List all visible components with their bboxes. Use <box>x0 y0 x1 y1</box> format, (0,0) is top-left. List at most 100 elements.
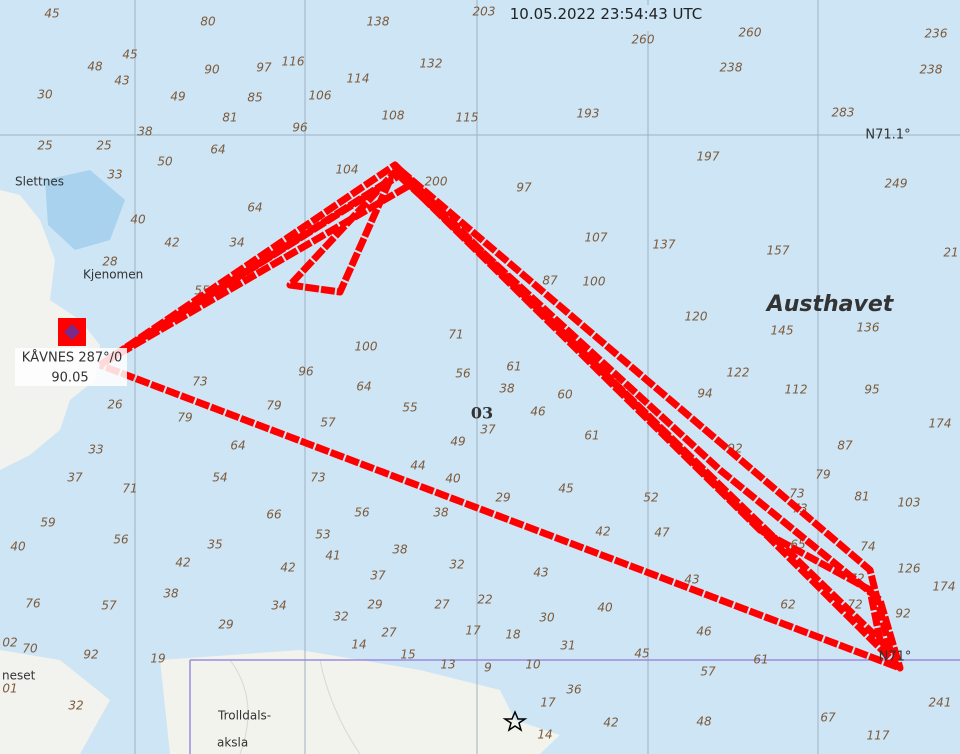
depth-sounding: 108 <box>382 109 405 123</box>
depth-sounding: 40 <box>10 540 26 554</box>
depth-sounding: 59 <box>40 516 55 530</box>
depth-sounding: 174 <box>929 417 952 431</box>
depth-sounding: 115 <box>456 111 479 125</box>
depth-sounding: 138 <box>367 15 390 29</box>
depth-sounding: 70 <box>22 642 38 656</box>
lake <box>45 170 125 250</box>
depth-sounding: 100 <box>355 340 378 354</box>
depth-sounding: 37 <box>480 423 496 437</box>
depth-sounding: 42 <box>164 236 179 250</box>
depth-sounding: 249 <box>885 177 908 191</box>
place-label: neset <box>2 669 36 683</box>
depth-sounding: 43 <box>533 566 548 580</box>
depth-sounding: 120 <box>685 310 708 324</box>
land-south <box>160 650 560 754</box>
depth-sounding: 14 <box>537 728 552 742</box>
depth-sounding: 19 <box>150 652 165 666</box>
grid-label: 03 <box>471 404 493 423</box>
depth-sounding: 137 <box>653 238 676 252</box>
depth-sounding: 29 <box>495 491 510 505</box>
timestamp-bg <box>498 5 718 31</box>
depth-sounding: 95 <box>864 383 879 397</box>
depth-sounding: 43 <box>684 573 699 587</box>
depth-sounding: 28 <box>102 255 118 269</box>
land-west <box>0 190 100 470</box>
depth-sounding: 25 <box>37 139 52 153</box>
depth-sounding: 14 <box>351 638 366 652</box>
depth-sounding: 106 <box>309 89 332 103</box>
depth-sounding: 40 <box>597 601 613 615</box>
depth-sounding: 76 <box>25 597 41 611</box>
vessel-value: 90.05 <box>51 371 88 386</box>
depth-sounding: 55 <box>402 401 417 415</box>
vessel-label-bg <box>15 348 127 386</box>
depth-sounding: 71 <box>122 482 137 496</box>
depth-sounding: 40 <box>130 213 146 227</box>
depth-sounding: 61 <box>506 360 521 374</box>
depth-sounding: 48 <box>87 60 103 74</box>
depth-sounding: 37 <box>67 471 83 485</box>
depth-sounding: 32 <box>449 558 464 572</box>
depth-sounding: 52 <box>643 491 658 505</box>
depth-sounding: 96 <box>298 365 314 379</box>
depth-sounding: 29 <box>218 618 233 632</box>
depth-sounding: 71 <box>448 328 463 342</box>
depth-sounding: 62 <box>780 598 795 612</box>
depth-sounding: 18 <box>505 628 521 642</box>
depth-sounding: 21 <box>943 246 958 260</box>
depth-sounding: 157 <box>767 244 790 258</box>
contour <box>229 659 361 754</box>
depth-sounding: 79 <box>177 411 192 425</box>
latitude-label: N71° <box>879 650 912 665</box>
depth-sounding: 73 <box>192 375 207 389</box>
depth-sounding: 197 <box>697 150 720 164</box>
depth-sounding: 27 <box>434 598 450 612</box>
depth-sounding: 64 <box>356 380 371 394</box>
depth-sounding: 145 <box>771 324 794 338</box>
depth-sounding: 26 <box>107 398 123 412</box>
depth-sounding: 64 <box>230 439 245 453</box>
depth-sounding: 42 <box>603 716 618 730</box>
depth-sounding: 174 <box>933 580 956 594</box>
depth-sounding: 49 <box>450 435 465 449</box>
depth-sounding: 56 <box>113 533 129 547</box>
depth-sounding: 13 <box>440 658 455 672</box>
depth-sounding: 112 <box>785 383 808 397</box>
depth-sounding: 57 <box>700 665 716 679</box>
timestamp: 10.05.2022 23:54:43 UTC <box>510 5 703 23</box>
depth-sounding: 94 <box>697 387 712 401</box>
depth-sounding: 203 <box>473 5 496 19</box>
depth-sounding: 33 <box>88 443 103 457</box>
depth-sounding: 236 <box>925 27 948 41</box>
depth-sounding: 41 <box>325 549 340 563</box>
depth-sounding: 56 <box>455 367 471 381</box>
depth-sounding: 33 <box>107 168 122 182</box>
depth-sounding: 45 <box>634 647 649 661</box>
depth-sounding: 36 <box>566 683 582 697</box>
depth-sounding: 42 <box>280 561 295 575</box>
depth-sounding: 27 <box>381 626 397 640</box>
depth-sounding: 122 <box>727 366 750 380</box>
depth-sounding: 87 <box>542 274 558 288</box>
depth-sounding: 22 <box>477 593 492 607</box>
depth-sounding: 238 <box>920 63 943 77</box>
depth-sounding: 79 <box>266 399 281 413</box>
depth-sounding: 74 <box>860 540 875 554</box>
depth-sounding: 193 <box>577 107 600 121</box>
depth-sounding: 44 <box>410 459 425 473</box>
depth-sounding: 64 <box>210 143 225 157</box>
depth-sounding: 60 <box>557 388 573 402</box>
depth-sounding: 97 <box>516 181 532 195</box>
depth-sounding: 45 <box>44 7 59 21</box>
depth-sounding: 42 <box>175 556 190 570</box>
depth-sounding: 34 <box>229 236 244 250</box>
depth-sounding: 73 <box>789 487 804 501</box>
depth-sounding: 47 <box>654 526 670 540</box>
depth-sounding: 114 <box>347 72 370 86</box>
depth-sounding: 48 <box>696 715 712 729</box>
place-label: Kjenomen <box>83 268 143 282</box>
depth-sounding: 30 <box>539 611 555 625</box>
depth-sounding: 56 <box>354 506 370 520</box>
